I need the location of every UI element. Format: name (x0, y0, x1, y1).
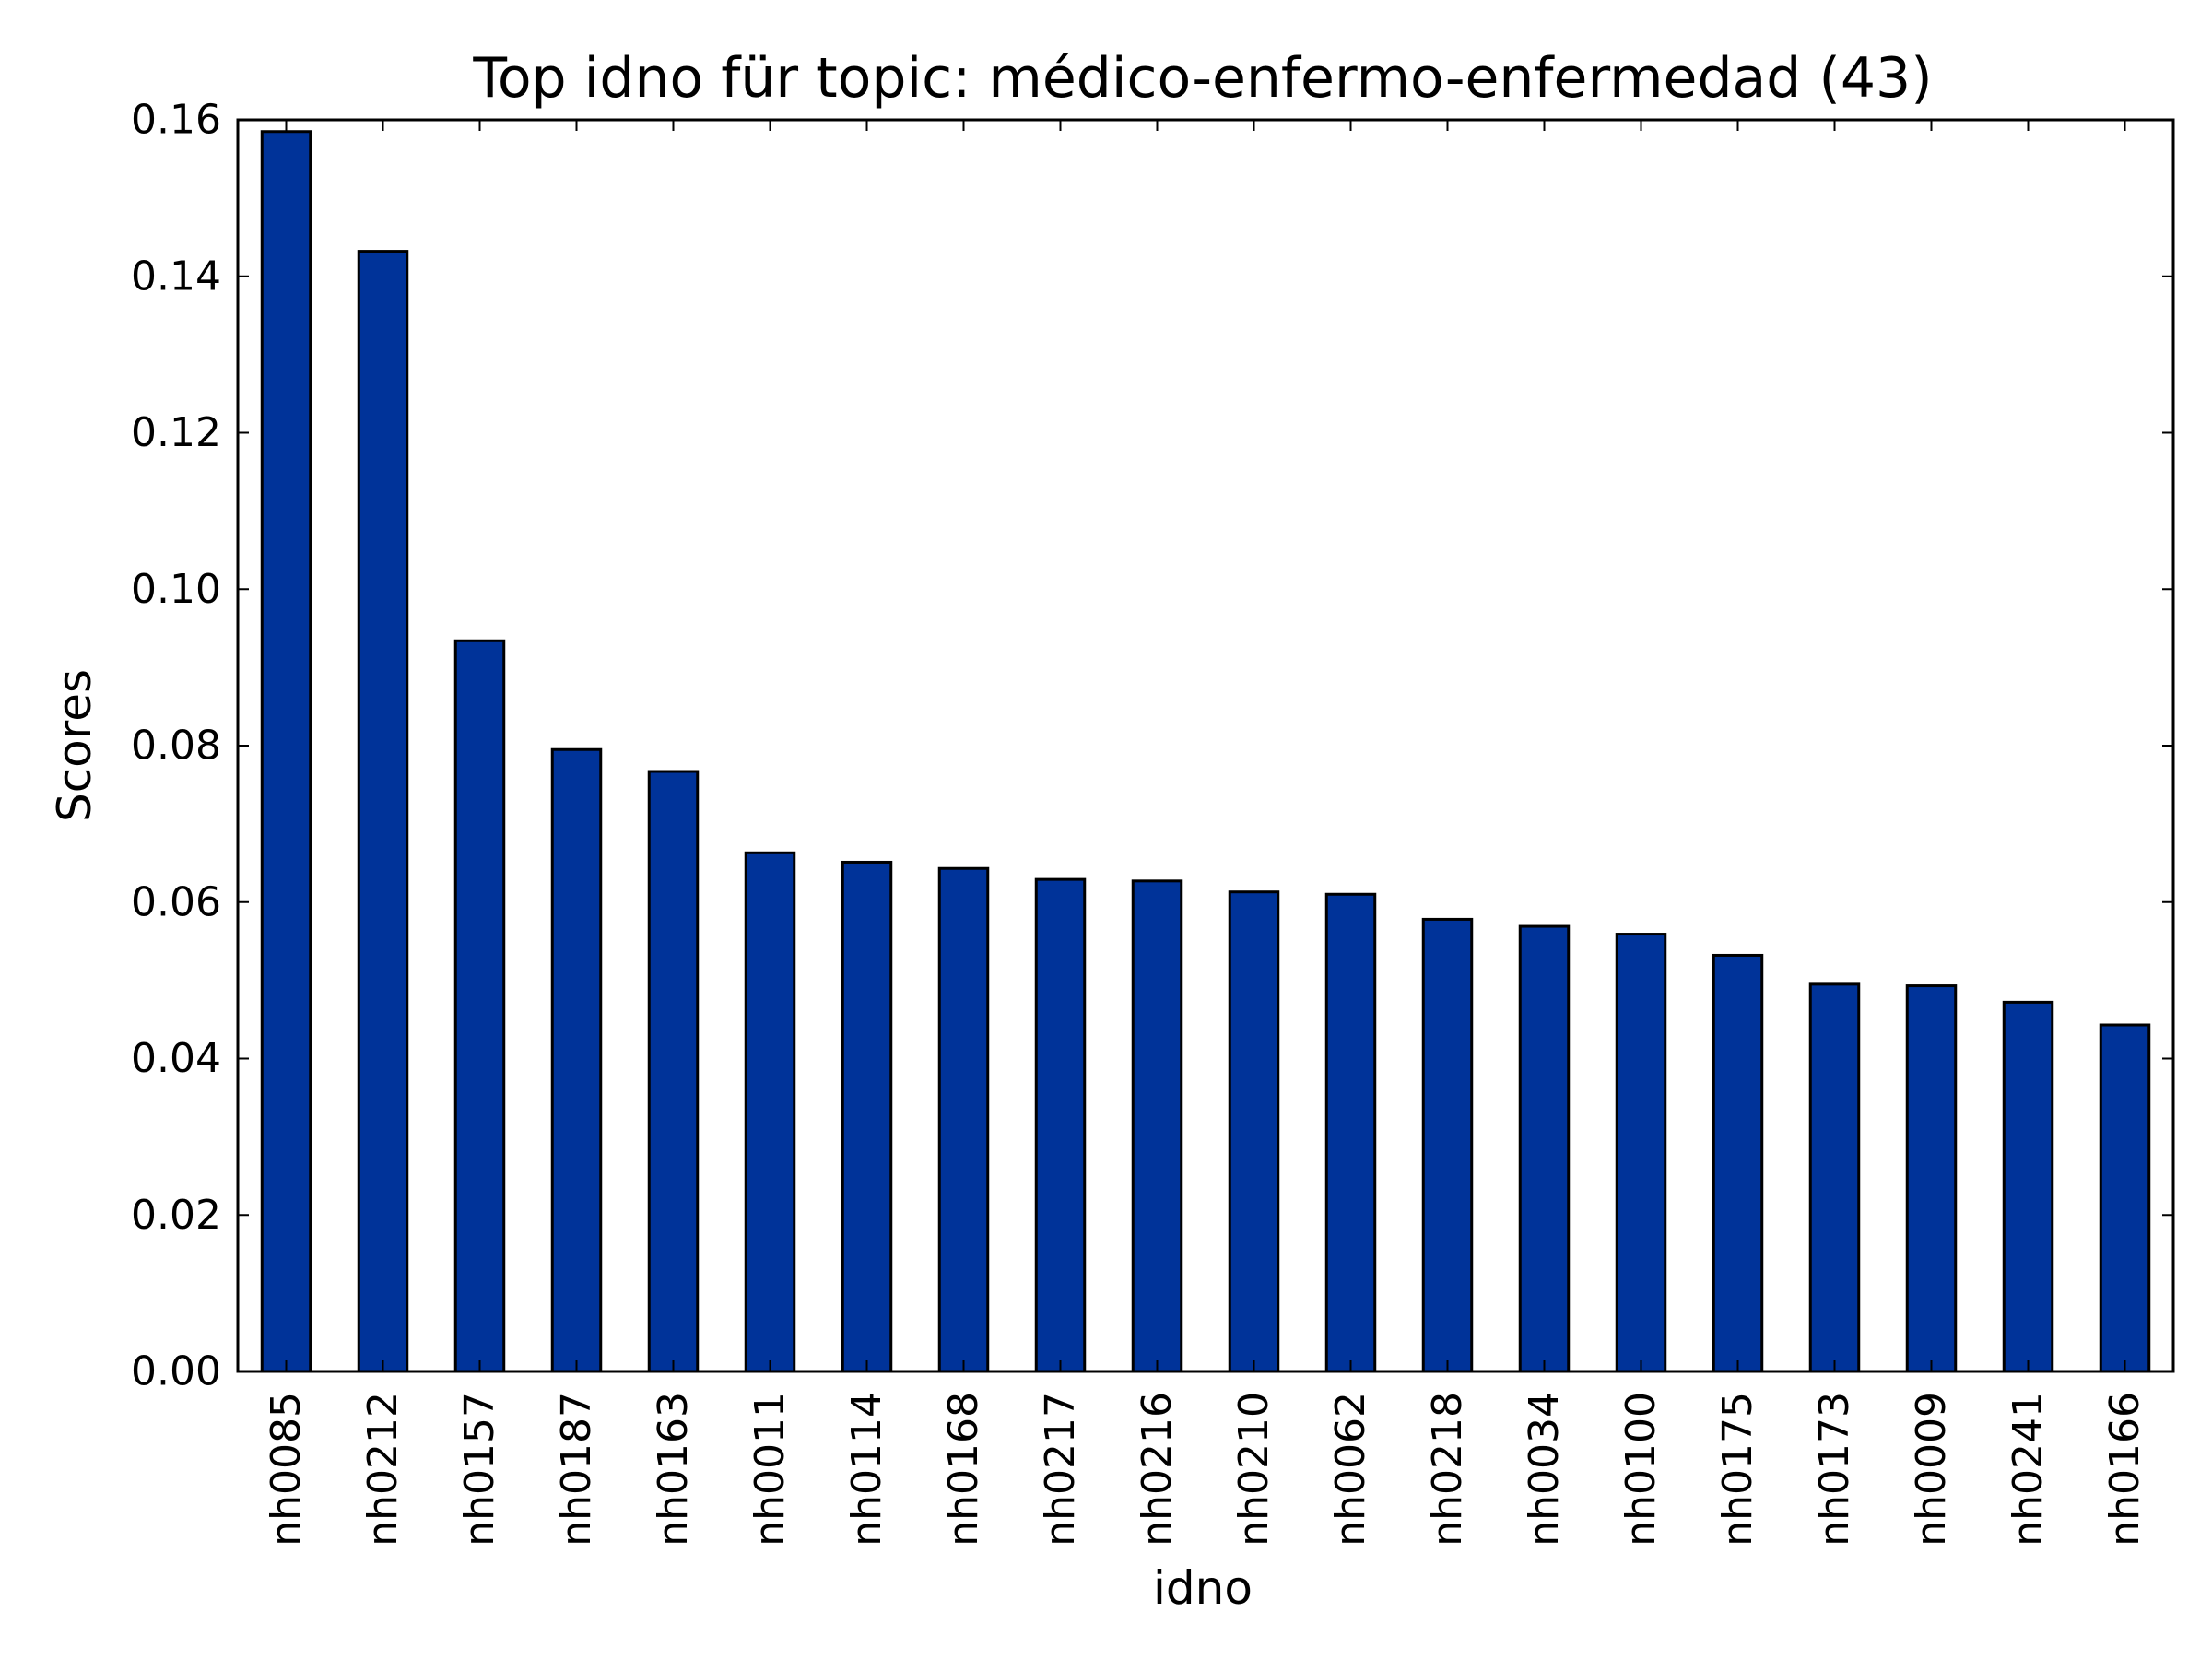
y-tick-label: 0.06 (131, 878, 221, 925)
bar-nh0034 (1518, 924, 1571, 1373)
x-tick-label: nh0173 (1811, 1392, 1858, 1547)
bar-nh0216 (1131, 879, 1183, 1373)
y-tick-label: 0.12 (131, 409, 221, 456)
bar-nh0114 (841, 860, 893, 1373)
y-tick-label: 0.02 (131, 1192, 221, 1239)
x-tick-label: nh0216 (1134, 1392, 1181, 1547)
y-axis-label: Scores (48, 669, 101, 822)
x-tick-label: nh0163 (650, 1392, 697, 1547)
x-tick-label: nh0034 (1521, 1392, 1568, 1547)
bar-nh0212 (357, 250, 409, 1373)
bar-nh0085 (260, 130, 312, 1373)
x-tick-label: nh0085 (263, 1392, 310, 1547)
y-tick-label: 0.10 (131, 566, 221, 613)
x-axis-label: idno (1153, 1561, 1253, 1615)
bar-nh0166 (2099, 1023, 2151, 1373)
bar-nh0157 (453, 639, 506, 1373)
plot-frame (236, 118, 2175, 1373)
y-tick-label: 0.16 (131, 97, 221, 144)
bar-nh0163 (647, 770, 700, 1373)
y-tick-label: 0.00 (131, 1348, 221, 1395)
bar-nh0175 (1712, 953, 1764, 1373)
bar-nh0241 (2002, 1000, 2054, 1373)
bar-nh0187 (550, 747, 603, 1373)
x-tick-label: nh0212 (359, 1392, 406, 1547)
bar-nh0173 (1808, 982, 1861, 1373)
x-tick-label: nh0166 (2101, 1392, 2148, 1547)
bar-nh0218 (1421, 917, 1474, 1373)
ticks-group: nh0085 nh0212 nh0157 nh0187 nh0163 nh0011 nh01… (131, 97, 2173, 1547)
bar-nh0168 (937, 866, 990, 1373)
bar-nh0210 (1228, 890, 1280, 1373)
bar-nh0100 (1615, 933, 1667, 1373)
x-tick-label: nh0100 (1618, 1392, 1665, 1547)
y-tick-label: 0.08 (131, 723, 221, 770)
x-tick-label: nh0218 (1424, 1392, 1471, 1547)
x-tick-label: nh0062 (1327, 1392, 1374, 1547)
chart-title: Top idno für topic: médico-enfermo-enfer… (472, 46, 1932, 111)
x-tick-label: nh0168 (940, 1392, 987, 1547)
x-tick-label: nh0217 (1037, 1392, 1084, 1547)
x-tick-label: nh0114 (843, 1392, 890, 1547)
bar-nh0011 (744, 851, 796, 1373)
x-tick-label: nh0157 (456, 1392, 503, 1547)
x-tick-label: nh0210 (1230, 1392, 1277, 1547)
y-tick-label: 0.04 (131, 1035, 221, 1082)
bar-nh0009 (1905, 984, 1958, 1373)
bars-group (260, 130, 2151, 1373)
x-tick-label: nh0241 (2005, 1392, 2052, 1547)
bar-nh0062 (1324, 892, 1377, 1373)
x-tick-label: nh0175 (1714, 1392, 1761, 1547)
x-tick-label: nh0009 (1908, 1392, 1955, 1547)
bar-nh0217 (1034, 877, 1087, 1373)
x-tick-label: nh0187 (553, 1392, 600, 1547)
x-tick-label: nh0011 (747, 1392, 794, 1547)
y-tick-label: 0.14 (131, 253, 221, 300)
